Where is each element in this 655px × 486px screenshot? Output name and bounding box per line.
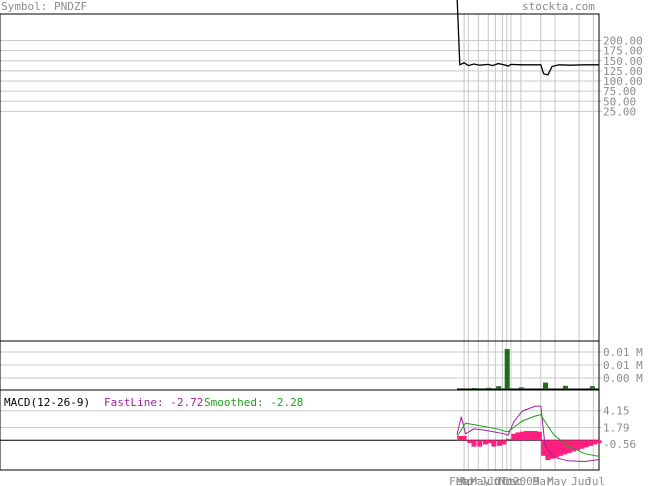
macd-title: MACD(12-26-9): [4, 396, 90, 409]
macd-tick-label: 4.15: [603, 405, 630, 418]
x-tick-label: Nov: [499, 475, 519, 486]
x-tick-label: Mar: [456, 475, 476, 486]
volume-bar: [486, 387, 492, 389]
price-tick-label: 25.00: [603, 105, 636, 118]
price-tick-label: 200.00: [603, 35, 643, 48]
x-tick-label: Oct: [494, 475, 514, 486]
macd-histogram-bar: [596, 440, 602, 444]
volume-bar: [543, 382, 549, 389]
macd-histogram-bar: [549, 440, 555, 459]
volume-tick-label: 0.00 M: [603, 372, 643, 385]
site-label: stockta.com: [522, 0, 595, 13]
macd-histogram-bar: [457, 435, 463, 441]
macd-histogram-bar: [570, 440, 576, 452]
macd-histogram-bar: [583, 440, 589, 448]
macd-histogram-bar: [471, 440, 477, 447]
volume-bar: [472, 388, 478, 389]
macd-histogram-bar: [501, 440, 507, 445]
macd-histogram-bar: [477, 440, 483, 447]
macd-histogram-bar: [558, 440, 564, 456]
macd-histogram-bar: [482, 440, 488, 445]
macd-histogram-bar: [497, 440, 503, 446]
macd-fastline: [456, 405, 600, 463]
macd-histogram-bar: [532, 430, 538, 441]
x-tick-label: Jun: [571, 475, 591, 486]
x-tick-label: Jul: [585, 475, 605, 486]
macd-histogram-bar: [491, 440, 497, 447]
macd-tick-label: -0.56: [603, 438, 636, 451]
macd-histogram-bar: [487, 440, 493, 444]
symbol-label: Symbol: PNDZF: [1, 0, 88, 13]
price-tick-label: 100.00: [603, 75, 643, 88]
macd-tick-label: 1.79: [603, 421, 630, 434]
macd-histogram-bar: [536, 431, 542, 441]
macd-fastline-label: FastLine: -2.72: [104, 396, 203, 409]
macd-smoothed-line: [456, 414, 600, 457]
macd-histogram-bar: [575, 440, 581, 451]
volume-bar: [562, 385, 568, 389]
x-tick-label: Feb: [449, 475, 469, 486]
price-tick-label: 125.00: [603, 65, 643, 78]
macd-histogram-bar: [528, 430, 534, 441]
price-tick-label: 150.00: [603, 55, 643, 68]
macd-histogram-bar: [541, 440, 547, 456]
macd-histogram-bar: [579, 440, 585, 449]
macd-histogram-bar: [511, 433, 517, 441]
x-tick-label: Jul: [487, 475, 507, 486]
macd-histogram-bar: [562, 440, 568, 455]
macd-histogram-bar: [545, 440, 551, 461]
volume-bar: [518, 387, 524, 389]
price-panel-frame: [0, 13, 600, 342]
macd-histogram-bar: [467, 440, 473, 444]
price-line: [456, 0, 599, 76]
macd-panel-frame: [0, 389, 600, 471]
x-tick-label: May: [547, 475, 567, 486]
x-tick-label: Dec: [503, 475, 523, 486]
macd-histogram-bar: [505, 438, 511, 441]
x-tick-label: Jun: [480, 475, 500, 486]
x-tick-label: Apr: [460, 475, 480, 486]
price-tick-label: 75.00: [603, 85, 636, 98]
volume-bar: [589, 386, 595, 389]
volume-tick-label: 0.01 M: [603, 359, 643, 372]
price-tick-label: 50.00: [603, 95, 636, 108]
x-tick-label: May: [470, 475, 490, 486]
macd-histogram-bar: [592, 440, 598, 445]
macd-histogram-bar: [515, 432, 521, 441]
volume-bar: [496, 386, 502, 389]
macd-histogram-bar: [461, 435, 467, 441]
x-tick-label: Mar: [533, 475, 553, 486]
macd-histogram-bar: [519, 431, 525, 441]
macd-histogram-bar: [524, 430, 530, 441]
x-tick-label: 2009: [513, 475, 540, 486]
macd-smoothed-label: Smoothed: -2.28: [204, 396, 303, 409]
price-tick-label: 175.00: [603, 45, 643, 58]
volume-bar: [504, 349, 510, 389]
volume-tick-label: 0.01 M: [603, 346, 643, 359]
macd-histogram-bar: [553, 440, 559, 458]
macd-histogram-bar: [587, 440, 593, 446]
